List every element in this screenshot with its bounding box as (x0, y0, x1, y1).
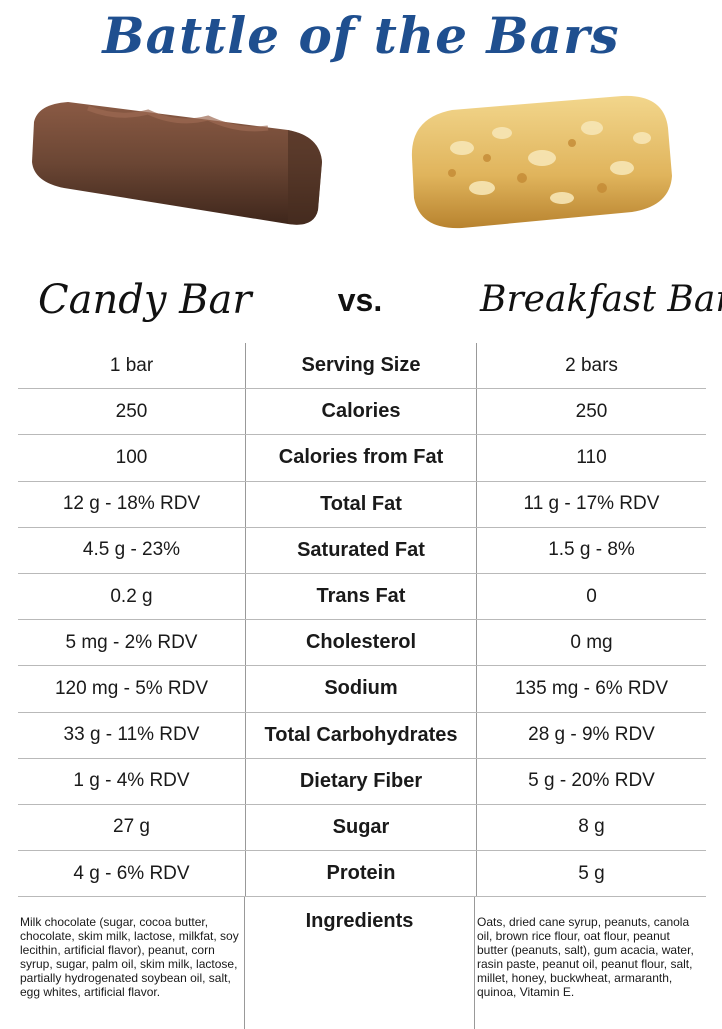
nutrition-comparison-table: 1 bar Serving Size 2 bars 250 Calories 250 100… (18, 343, 706, 1029)
candy-value: 120 mg - 5% RDV (18, 666, 246, 712)
table-row: 100 Calories from Fat 110 (18, 435, 706, 482)
nutrient-label: Dietary Fiber (246, 758, 477, 804)
breakfast-value: 0 mg (570, 631, 613, 653)
candy-value: 1 bar (18, 343, 246, 389)
breakfast-value: 5 g (578, 862, 605, 884)
nutrient-label: Serving Size (246, 343, 477, 389)
candy-value: 5 mg - 2% RDV (18, 620, 246, 666)
table-row: 5 mg - 2% RDV Cholesterol 0 mg (18, 620, 706, 667)
breakfast-value: 1.5 g - 8% (548, 539, 635, 561)
nutrient-label: Sugar (246, 804, 477, 851)
versus-label: vs. (337, 282, 383, 318)
table-row: 250 Calories 250 (18, 389, 706, 436)
breakfast-value: 28 g - 9% RDV (528, 724, 655, 746)
table-row: 33 g - 11% RDV Total Carbohydrates 28 g - … (18, 712, 706, 759)
table-row: 27 g Sugar 8 g (18, 804, 706, 852)
nutrient-label: Sodium (246, 666, 477, 712)
candy-bar-image (32, 102, 322, 225)
granola-bar-image (411, 95, 672, 229)
ingredients-label: Ingredients (245, 897, 475, 1029)
candy-value: 250 (18, 389, 246, 435)
nutrient-label: Calories (246, 389, 477, 435)
page-title: Battle of the Bars (102, 6, 620, 65)
table-row: 1 bar Serving Size 2 bars (18, 343, 706, 390)
breakfast-value: 110 (576, 446, 607, 468)
nutrient-label: Protein (246, 851, 477, 897)
table-row: 4.5 g - 23% Saturated Fat 1.5 g - 8% (18, 527, 706, 574)
nutrient-label: Calories from Fat (246, 435, 477, 481)
candy-value: 33 g - 11% RDV (18, 712, 246, 758)
table-row: 12 g - 18% RDV Total Fat 11 g - 17% RDV (18, 481, 706, 528)
breakfast-value: 0 (586, 585, 597, 607)
breakfast-value: 11 g - 17% RDV (523, 493, 660, 515)
breakfast-value: 250 (575, 400, 608, 422)
table-row: 1 g - 4% RDV Dietary Fiber 5 g - 20% RDV (18, 758, 706, 805)
ingredients-row: Milk chocolate (sugar, cocoa butter, cho… (18, 897, 706, 1029)
table-row: 4 g - 6% RDV Protein 5 g (18, 851, 706, 898)
nutrient-label: Total Carbohydrates (246, 712, 477, 758)
nutrient-label: Cholesterol (246, 620, 477, 666)
nutrient-label: Saturated Fat (246, 527, 477, 573)
breakfast-bar-heading: Breakfast Bar (480, 279, 722, 320)
candy-value: 100 (18, 435, 246, 481)
candy-ingredients: Milk chocolate (sugar, cocoa butter, cho… (18, 897, 245, 1029)
candy-value: 4 g - 6% RDV (18, 851, 246, 897)
breakfast-value: 135 mg - 6% RDV (514, 677, 669, 699)
candy-value: 27 g (18, 804, 246, 851)
breakfast-value: 2 bars (565, 354, 618, 376)
candy-value: 4.5 g - 23% (18, 527, 246, 573)
candy-value: 0.2 g (18, 573, 246, 620)
breakfast-value: 8 g (578, 816, 605, 838)
candy-value: 1 g - 4% RDV (18, 758, 246, 804)
breakfast-ingredients: Oats, dried cane syrup, peanuts, canola … (477, 915, 694, 1000)
nutrient-label: Total Fat (246, 481, 477, 527)
breakfast-value: 5 g - 20% RDV (528, 770, 655, 792)
candy-bar-heading: Candy Bar (38, 277, 252, 323)
nutrient-label: Trans Fat (246, 573, 477, 620)
candy-value: 12 g - 18% RDV (18, 481, 246, 527)
table-row: 0.2 g Trans Fat 0 (18, 573, 706, 621)
table-row: 120 mg - 5% RDV Sodium 135 mg - 6% RDV (18, 666, 706, 713)
